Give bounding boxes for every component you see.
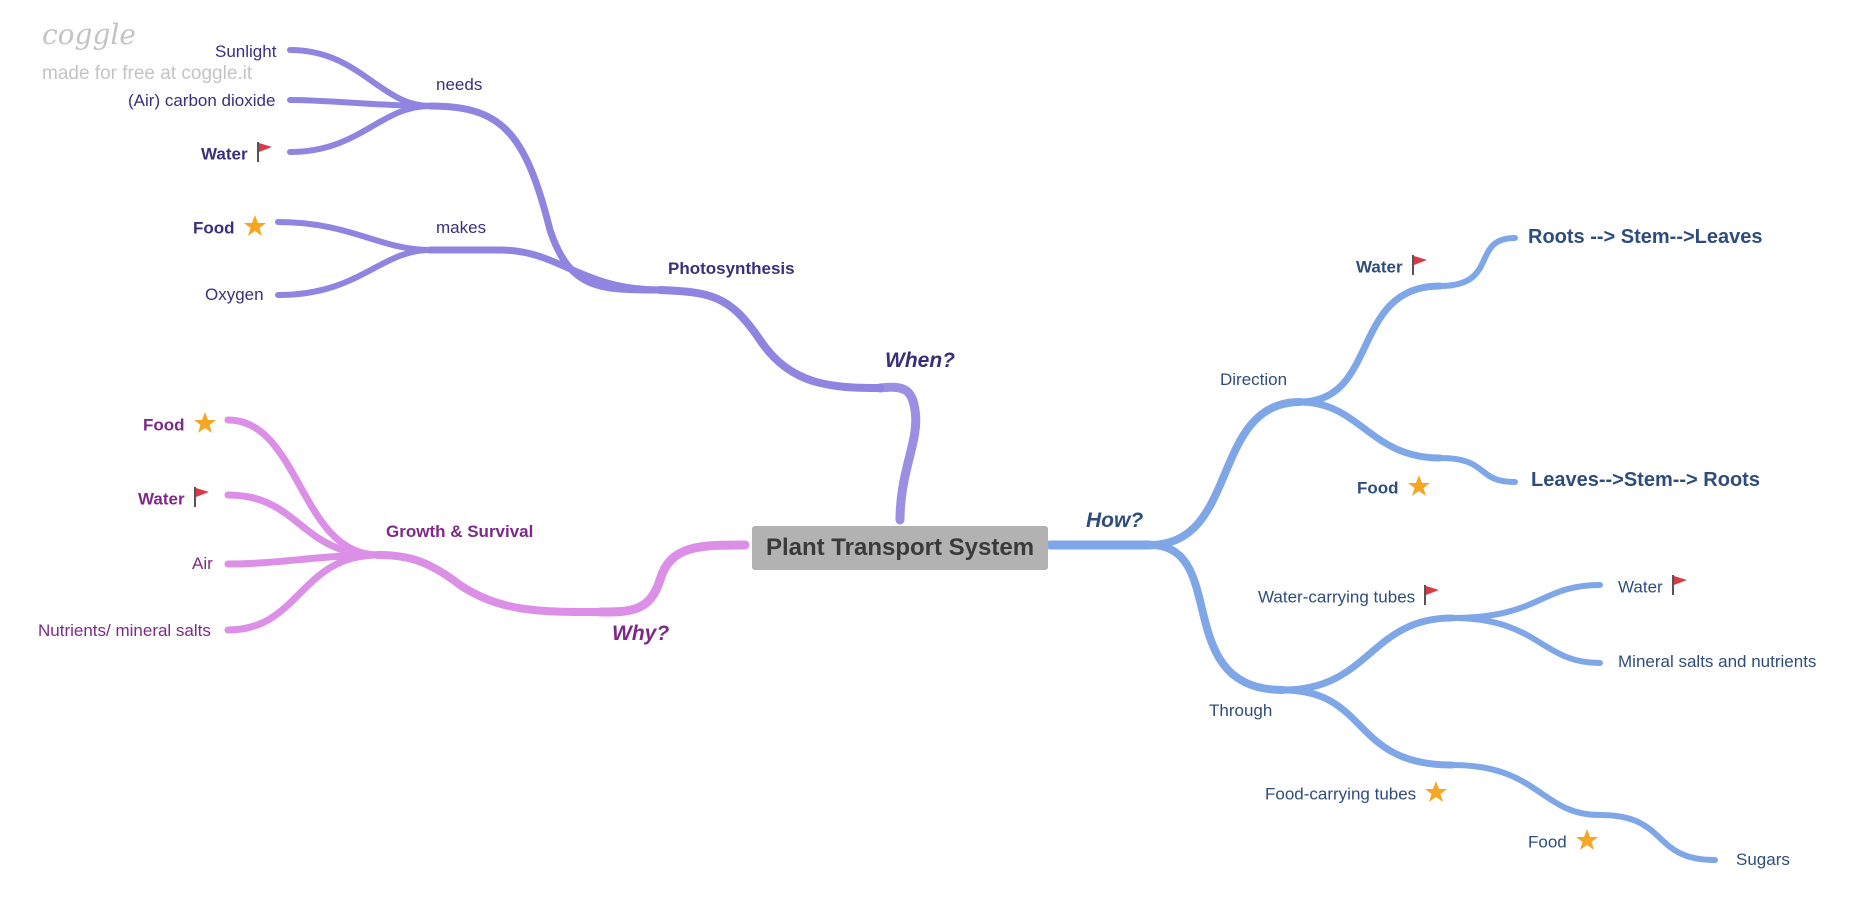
why-air-label[interactable]: Air (192, 554, 213, 573)
flag-icon (1411, 254, 1429, 282)
food-path-label[interactable]: Leaves-->Stem--> Roots (1531, 469, 1760, 491)
coggle-logo: coggle (42, 18, 136, 51)
makes-food-node[interactable]: Food (193, 214, 267, 244)
why-food-node[interactable]: Food (143, 411, 217, 441)
direction-food-node[interactable]: Food (1357, 474, 1431, 504)
water-tubes-label: Water-carrying tubes (1258, 587, 1416, 607)
sunlight-label[interactable]: Sunlight (215, 42, 277, 61)
branch-needs-water (287, 103, 433, 155)
makes-food-label: Food (193, 218, 235, 238)
co2-label[interactable]: (Air) carbon dioxide (128, 91, 276, 110)
water-path-label[interactable]: Roots --> Stem-->Leaves (1528, 226, 1763, 248)
branch-how-direction (1146, 398, 1304, 549)
branch-photosynthesis-makes (426, 246, 664, 294)
growth-label[interactable]: Growth & Survival (386, 522, 534, 541)
water-tubes-node[interactable]: Water-carrying tubes (1258, 584, 1441, 612)
makes-label[interactable]: makes (436, 218, 487, 237)
star-icon (1424, 780, 1448, 810)
star-icon (193, 411, 217, 441)
flag-icon (1671, 574, 1689, 602)
photosynthesis-label[interactable]: Photosynthesis (668, 259, 795, 278)
oxygen-label[interactable]: Oxygen (205, 285, 264, 304)
branch-growth-water (224, 491, 382, 559)
branch-photosynthesis-needs (426, 102, 664, 294)
branch-growth-food (224, 416, 382, 559)
branch-makes-oxygen (275, 247, 433, 298)
branch-watertubes-water (1449, 582, 1603, 621)
why-water-node[interactable]: Water (138, 486, 211, 514)
branch-direction-water (1296, 282, 1444, 406)
star-icon (1575, 828, 1599, 858)
through-food-label: Food (1528, 832, 1567, 852)
direction-food-label: Food (1357, 478, 1399, 498)
star-icon (1407, 474, 1431, 504)
branch-through-watertubes (1279, 614, 1456, 694)
branch-through-foodtubes (1279, 686, 1456, 769)
direction-water-label: Water (1356, 257, 1403, 277)
through-food-node[interactable]: Food (1528, 828, 1599, 858)
flag-icon (1423, 584, 1441, 612)
star-icon (243, 214, 267, 244)
tubes-water-node[interactable]: Water (1618, 574, 1689, 602)
branch-watertubes-minerals (1449, 615, 1603, 666)
sugars-label[interactable]: Sugars (1736, 850, 1790, 869)
why-water-label: Water (138, 489, 185, 509)
branch-root-why (595, 540, 750, 617)
when-label[interactable]: When? (885, 349, 955, 372)
branch-when-photosynthesis (656, 286, 884, 392)
branch-food-path (1437, 455, 1518, 485)
tubes-water-label: Water (1618, 577, 1663, 597)
why-food-label: Food (143, 415, 185, 435)
needs-label[interactable]: needs (436, 75, 483, 94)
through-label[interactable]: Through (1209, 701, 1273, 720)
branch-foodtubes-food (1449, 762, 1603, 818)
branch-root-when (875, 382, 921, 525)
direction-label[interactable]: Direction (1220, 370, 1288, 389)
minerals-label[interactable]: Mineral salts and nutrients (1618, 652, 1817, 671)
watermark-text: made for free at coggle.it (42, 63, 253, 84)
why-nutrients-label[interactable]: Nutrients/ mineral salts (38, 621, 211, 640)
branch-food-sugars (1597, 812, 1718, 863)
needs-water-node[interactable]: Water (201, 141, 274, 169)
food-tubes-node[interactable]: Food-carrying tubes (1265, 780, 1448, 810)
branch-growth-nutrients (224, 551, 382, 634)
branch-water-path (1437, 235, 1518, 289)
branch-direction-food (1296, 398, 1444, 462)
root-node[interactable]: Plant Transport System (752, 526, 1048, 570)
how-label[interactable]: How? (1086, 509, 1144, 532)
root-label: Plant Transport System (765, 534, 1035, 561)
food-tubes-label: Food-carrying tubes (1265, 784, 1417, 804)
needs-water-label: Water (201, 144, 248, 164)
flag-icon (256, 141, 274, 169)
why-label[interactable]: Why? (612, 622, 670, 645)
direction-water-node[interactable]: Water (1356, 254, 1429, 282)
branch-makes-food (275, 219, 433, 253)
branch-how-through (1146, 541, 1287, 694)
branch-why-growth (374, 551, 604, 616)
flag-icon (193, 486, 211, 514)
